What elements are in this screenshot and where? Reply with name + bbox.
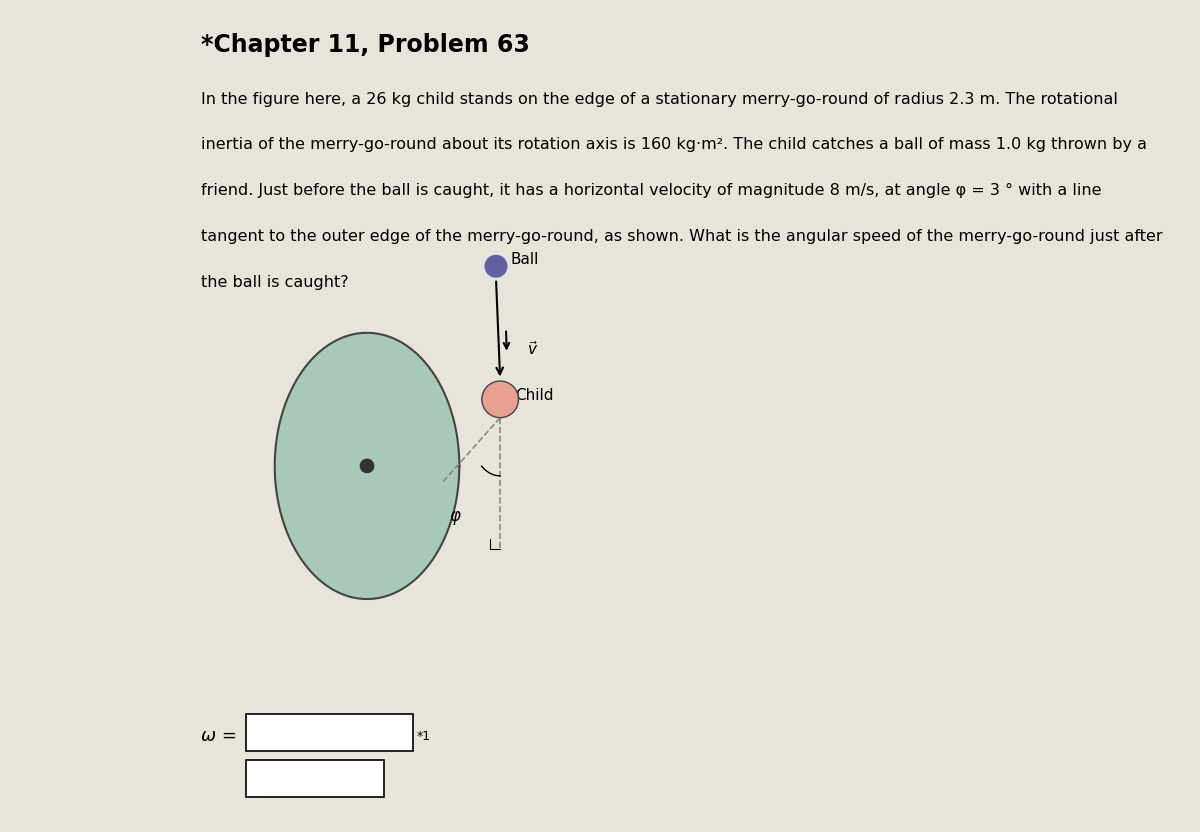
Text: tangent to the outer edge of the merry-go-round, as shown. What is the angular s: tangent to the outer edge of the merry-g… — [200, 229, 1163, 244]
Circle shape — [482, 381, 518, 418]
Text: inertia of the merry-go-round about its rotation axis is 160 kg·m². The child ca: inertia of the merry-go-round about its … — [200, 137, 1147, 152]
Text: φ: φ — [449, 507, 460, 525]
Text: $\vec{v}$: $\vec{v}$ — [527, 340, 539, 359]
Circle shape — [360, 459, 373, 473]
Circle shape — [485, 255, 506, 277]
Text: friend. Just before the ball is caught, it has a horizontal velocity of magnitud: friend. Just before the ball is caught, … — [200, 183, 1102, 198]
Text: the ball is caught?: the ball is caught? — [200, 275, 348, 290]
Text: *1: *1 — [416, 730, 431, 743]
FancyBboxPatch shape — [246, 760, 384, 797]
FancyBboxPatch shape — [246, 714, 413, 751]
Text: *Chapter 11, Problem 63: *Chapter 11, Problem 63 — [200, 33, 529, 57]
Polygon shape — [275, 333, 460, 599]
Text: Child: Child — [515, 388, 553, 403]
Text: ω =: ω = — [200, 727, 236, 745]
Text: Ball: Ball — [511, 252, 539, 267]
Text: In the figure here, a 26 kg child stands on the edge of a stationary merry-go-ro: In the figure here, a 26 kg child stands… — [200, 92, 1117, 106]
